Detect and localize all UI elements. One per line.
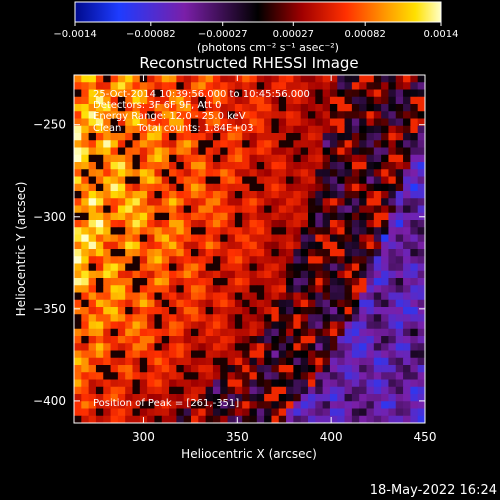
chart-title: Reconstructed RHESSI Image: [139, 54, 358, 72]
y-tick-label: −300: [33, 210, 66, 224]
colorbar-tick-label: 0.00027: [273, 29, 314, 40]
x-tick-label: 450: [414, 430, 437, 444]
colorbar-tick-label: 0.00082: [345, 29, 386, 40]
annotation-clean-counts: Clean Total counts: 1.84E+03: [93, 123, 253, 134]
annotations: 25-Oct-2014 10:39:56.000 to 10:45:56.000…: [93, 89, 310, 409]
y-axis-label: Heliocentric Y (arcsec): [14, 182, 28, 317]
annotation-detectors: Detectors: 3F 6F 9F, Att 0: [93, 100, 221, 111]
y-tick-label: −350: [33, 302, 66, 316]
heatmap-image: [74, 75, 425, 423]
x-tick-label: 300: [132, 430, 155, 444]
annotation-energy-range: Energy Range: 12.0 - 25.0 keV: [93, 111, 246, 122]
plot-frame: [73, 74, 426, 424]
colorbar-tick-label: −0.0014: [53, 29, 96, 40]
colorbar: −0.0014 −0.00082 −0.00027 0.00027 0.00082 0.0…: [53, 1, 459, 54]
colorbar-tick-label: −0.00027: [198, 29, 248, 40]
y-tick-label: −250: [33, 118, 66, 132]
annotation-time-range: 25-Oct-2014 10:39:56.000 to 10:45:56.000: [93, 89, 310, 100]
colorbar-tick-label: −0.00082: [126, 29, 176, 40]
footer-timestamp: 18-May-2022 16:24: [370, 483, 497, 498]
colorbar-gradient: [74, 1, 442, 23]
colorbar-units: (photons cm⁻² s⁻¹ asec⁻²): [197, 41, 339, 54]
y-axis: −250 −300 −350 −400: [33, 118, 425, 408]
y-tick-label: −400: [33, 394, 66, 408]
x-axis: 300 350 400 450: [132, 75, 436, 444]
x-axis-label: Heliocentric X (arcsec): [181, 447, 317, 461]
colorbar-ticks: −0.0014 −0.00082 −0.00027 0.00027 0.00082 0.0…: [53, 22, 459, 40]
x-tick-label: 400: [320, 430, 343, 444]
peak-position-label: Position of Peak = [261,-351]: [93, 398, 239, 409]
x-tick-label: 350: [226, 430, 249, 444]
colorbar-tick-label: 0.0014: [424, 29, 459, 40]
